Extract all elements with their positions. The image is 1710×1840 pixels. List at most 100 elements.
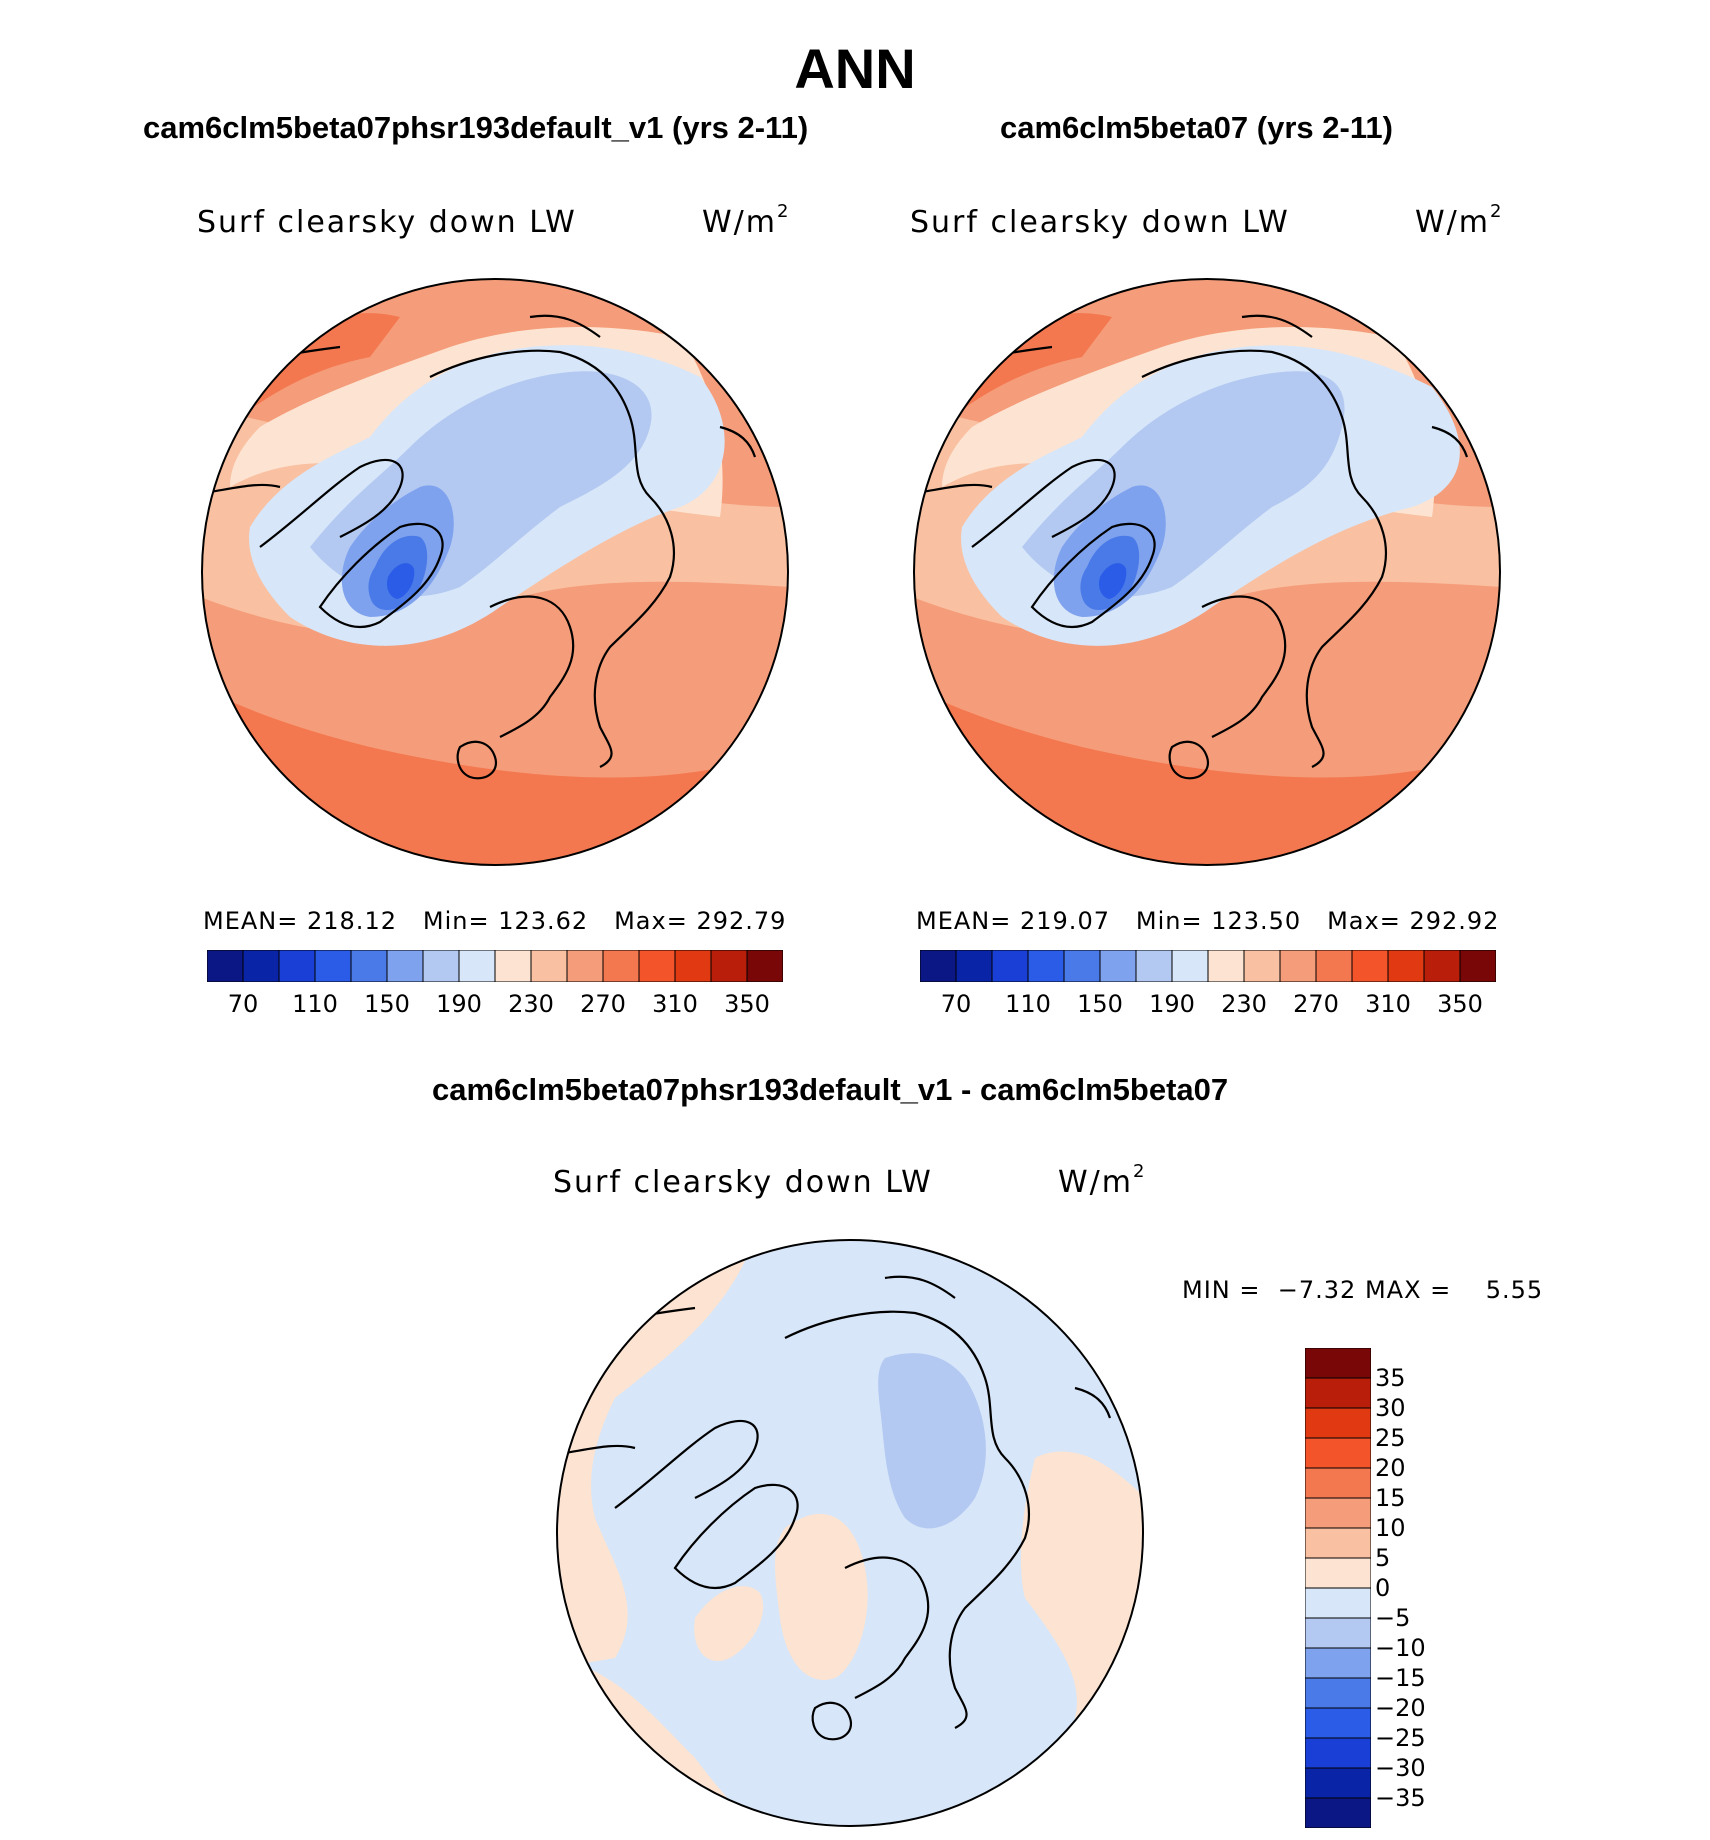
diff-colorbar-tick-label: −20 — [1375, 1694, 1426, 1722]
diff-colorbar-swatch — [1305, 1677, 1371, 1709]
diff-colorbar-tick-label: 25 — [1375, 1424, 1406, 1452]
diff-colorbar-tick-label: 15 — [1375, 1484, 1406, 1512]
diff-colorbar-tick-label: −35 — [1375, 1784, 1426, 1812]
diff-colorbar-tick-label: 0 — [1375, 1574, 1391, 1602]
diff-colorbar-swatch — [1305, 1527, 1371, 1559]
panel1-map-boundary — [201, 278, 789, 866]
diff-colorbar-swatch — [1305, 1737, 1371, 1769]
panel1-colorbar-tick-label: 310 — [652, 990, 698, 1018]
panel1-colorbar-swatch — [602, 950, 640, 982]
diff-min-max: MIN = −7.32 MAX = 5.55 — [1182, 1276, 1544, 1304]
panel1-colorbar-swatch — [638, 950, 676, 982]
figure-title: ANN — [794, 37, 916, 100]
panel2-colorbar-swatch — [1063, 950, 1101, 982]
diff-colorbar-swatch — [1305, 1377, 1371, 1409]
panel2-colorbar-swatch — [1135, 950, 1173, 982]
panel1-colorbar-swatch — [350, 950, 388, 982]
panel2-colorbar-tick-label: 230 — [1221, 990, 1267, 1018]
panel2-colorbar — [920, 950, 1496, 982]
diff-colorbar-swatch — [1305, 1497, 1371, 1529]
panel2-colorbar-swatch — [1423, 950, 1461, 982]
diff-colorbar-swatch — [1305, 1767, 1371, 1799]
panel2-map-boundary — [913, 278, 1501, 866]
panel1-colorbar-swatch — [314, 950, 352, 982]
panel2-colorbar-tick-label: 70 — [940, 990, 972, 1018]
panel2-colorbar-swatch — [955, 950, 993, 982]
diff-colorbar-swatch — [1305, 1617, 1371, 1649]
panel1-variable-name: Surf clearsky down LW — [197, 205, 577, 240]
panel1-colorbar-swatch — [566, 950, 604, 982]
panel1-polar-map — [201, 278, 789, 866]
panel1-colorbar-swatch — [386, 950, 424, 982]
panel1-colorbar-swatch — [458, 950, 496, 982]
panel1-stats: MEAN= 218.12 Min= 123.62 Max= 292.79 — [203, 907, 787, 935]
diff-colorbar-tick-label: 35 — [1375, 1364, 1406, 1392]
diff-colorbar — [1305, 1348, 1371, 1828]
panel1-colorbar-tick-label: 110 — [292, 990, 338, 1018]
diff-colorbar-swatch — [1305, 1707, 1371, 1739]
panel2-units: W/m2 — [1415, 201, 1504, 240]
panel2-colorbar-tick-label: 150 — [1077, 990, 1123, 1018]
panel2-colorbar-swatch — [1387, 950, 1425, 982]
panel2-case-title: cam6clm5beta07 (yrs 2-11) — [1000, 110, 1393, 145]
panel2-colorbar-swatch — [1171, 950, 1209, 982]
panel2-colorbar-tick-label: 350 — [1437, 990, 1483, 1018]
diff-colorbar-swatch — [1305, 1587, 1371, 1619]
panel2-colorbar-swatch — [991, 950, 1029, 982]
diff-map-boundary — [556, 1239, 1144, 1827]
panel1-colorbar-swatch — [242, 950, 280, 982]
panel1-colorbar-swatch — [710, 950, 748, 982]
panel1-colorbar-swatch — [278, 950, 316, 982]
diff-colorbar-swatch — [1305, 1467, 1371, 1499]
panel2-colorbar-tick-label: 310 — [1365, 990, 1411, 1018]
panel1-case-title: cam6clm5beta07phsr193default_v1 (yrs 2-1… — [143, 110, 809, 145]
panel1-colorbar-swatch — [422, 950, 460, 982]
diff-colorbar-tick-label: −10 — [1375, 1634, 1426, 1662]
diff-colorbar-tick-label: −5 — [1375, 1604, 1411, 1632]
diff-colorbar-tick-label: 10 — [1375, 1514, 1406, 1542]
diff-colorbar-tick-label: 5 — [1375, 1544, 1391, 1572]
diff-colorbar-swatch — [1305, 1647, 1371, 1679]
panel1-colorbar-tick-label: 270 — [580, 990, 626, 1018]
diff-coastlines — [564, 1275, 1112, 1741]
diff-colorbar-tick-label: −25 — [1375, 1724, 1426, 1752]
panel2-colorbar-swatch — [1279, 950, 1317, 982]
panel2-colorbar-swatch — [1099, 950, 1137, 982]
panel1-contour-fill — [202, 279, 788, 865]
panel1-colorbar-tick-label: 70 — [227, 990, 259, 1018]
diff-polar-map — [556, 1239, 1144, 1827]
diff-colorbar-tick-label: 30 — [1375, 1394, 1406, 1422]
panel2-colorbar-swatch — [1243, 950, 1281, 982]
diff-units: W/m2 — [1058, 1161, 1147, 1200]
panel1-units: W/m2 — [702, 201, 791, 240]
diff-colorbar-swatch — [1305, 1407, 1371, 1439]
diff-colorbar-tick-label: −15 — [1375, 1664, 1426, 1692]
panel1-colorbar-swatch — [207, 950, 244, 982]
diff-colorbar-swatch — [1305, 1437, 1371, 1469]
panel1-colorbar-tick-label: 230 — [508, 990, 554, 1018]
panel2-colorbar-swatch — [1027, 950, 1065, 982]
panel2-stats: MEAN= 219.07 Min= 123.50 Max= 292.92 — [916, 907, 1500, 935]
panel2-colorbar-tick-label: 190 — [1149, 990, 1195, 1018]
diff-colorbar-swatch — [1305, 1348, 1371, 1379]
panel2-colorbar-swatch — [1315, 950, 1353, 982]
panel2-colorbar-swatch — [1351, 950, 1389, 982]
panel1-colorbar-tick-label: 150 — [364, 990, 410, 1018]
diff-colorbar-swatch — [1305, 1797, 1371, 1828]
panel2-colorbar-swatch — [920, 950, 957, 982]
diff-variable-name: Surf clearsky down LW — [553, 1165, 933, 1200]
panel2-polar-map — [913, 278, 1501, 866]
panel2-colorbar-tick-label: 110 — [1005, 990, 1051, 1018]
diff-colorbar-tick-label: 20 — [1375, 1454, 1406, 1482]
diff-colorbar-swatch — [1305, 1557, 1371, 1589]
panel2-variable-name: Surf clearsky down LW — [910, 205, 1290, 240]
panel2-colorbar-swatch — [1207, 950, 1245, 982]
panel1-colorbar-swatch — [494, 950, 532, 982]
panel1-colorbar-swatch — [674, 950, 712, 982]
panel1-colorbar-tick-label: 190 — [436, 990, 482, 1018]
panel1-colorbar-tick-label: 350 — [724, 990, 770, 1018]
panel1-colorbar-swatch — [530, 950, 568, 982]
diff-title: cam6clm5beta07phsr193default_v1 - cam6cl… — [432, 1072, 1229, 1107]
panel1-colorbar — [207, 950, 783, 982]
panel2-contour-fill — [914, 279, 1500, 865]
